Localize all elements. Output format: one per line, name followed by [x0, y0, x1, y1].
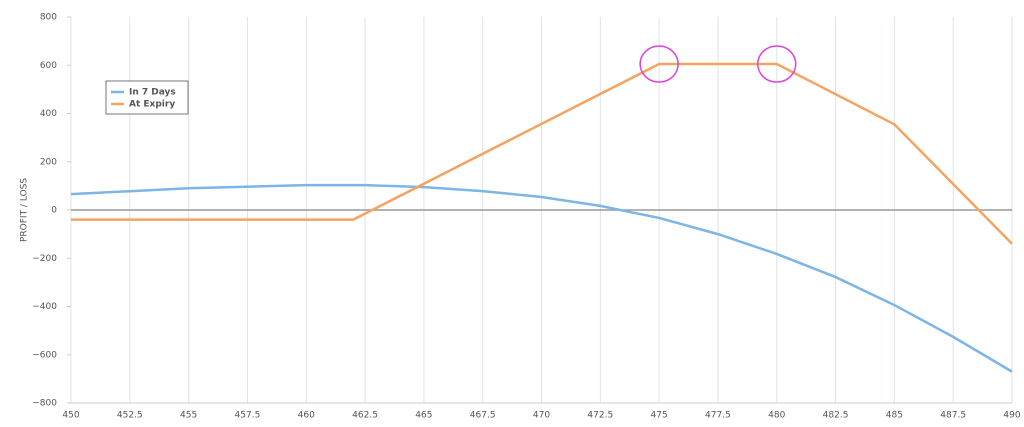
x-tick-label: 467.5 [470, 411, 496, 421]
series-line [71, 62, 1013, 245]
x-tick-label: 475 [651, 411, 668, 421]
legend-label: In 7 Days [129, 88, 176, 98]
highlight-circle [639, 45, 679, 83]
x-tick-label: 482.5 [823, 411, 849, 421]
y-tick-label: −400 [32, 302, 57, 312]
x-tick-label: 472.5 [587, 411, 613, 421]
x-tick-label: 470 [533, 411, 550, 421]
x-tick-label: 455 [180, 411, 197, 421]
x-tick-label: 480 [768, 411, 785, 421]
x-tick-label: 462.5 [352, 411, 378, 421]
y-tick-label: −800 [32, 399, 57, 409]
x-tick-label: 460 [298, 411, 315, 421]
x-tick-label: 490 [1003, 411, 1020, 421]
x-tick-label: 450 [62, 411, 79, 421]
y-tick-label: 0 [51, 206, 57, 216]
x-tick-label: 457.5 [235, 411, 261, 421]
legend-label: At Expiry [129, 100, 175, 110]
x-tick-label: 452.5 [117, 411, 143, 421]
y-tick-label: 200 [40, 157, 57, 167]
y-tick-label: 600 [40, 61, 57, 71]
x-tick-label: 477.5 [705, 411, 731, 421]
series-line [70, 183, 1013, 373]
y-axis-label: PROFIT / LOSS [20, 178, 30, 242]
y-tick-label: 800 [40, 13, 57, 23]
y-tick-label: 400 [40, 109, 57, 119]
legend-box [105, 80, 189, 115]
x-tick-label: 487.5 [940, 411, 966, 421]
highlight-circle [757, 45, 797, 83]
legend: In 7 Days At Expiry [105, 80, 189, 115]
x-tick-label: 485 [886, 411, 903, 421]
y-tick-label: −200 [32, 254, 57, 264]
y-tick-label: −600 [32, 350, 57, 360]
x-tick-label: 465 [415, 411, 432, 421]
